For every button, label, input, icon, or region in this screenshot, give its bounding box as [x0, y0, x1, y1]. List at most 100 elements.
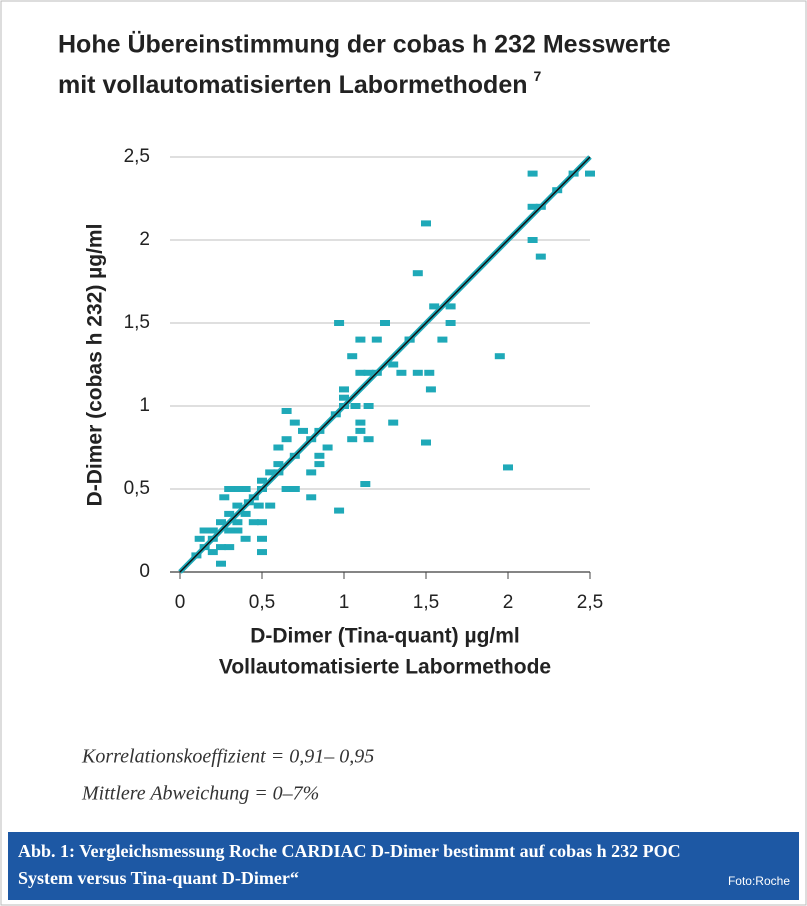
- point: [265, 502, 276, 509]
- point: [314, 452, 325, 459]
- chart-title: mit vollautomatisierten Labormethoden: [58, 71, 528, 99]
- point: [281, 407, 292, 414]
- point: [421, 439, 431, 446]
- point: [281, 436, 292, 443]
- x-axis-label: D-Dimer (Tina-quant) µg/ml: [250, 625, 520, 648]
- point: [334, 320, 345, 326]
- point: [339, 394, 349, 401]
- point: [257, 519, 267, 526]
- point: [314, 461, 325, 468]
- y-tick-label: 0,5: [124, 478, 150, 499]
- point: [535, 253, 546, 260]
- y-tick-label: 0: [139, 561, 150, 582]
- point: [380, 320, 390, 326]
- point: [355, 336, 366, 343]
- point: [437, 336, 448, 343]
- point: [298, 427, 308, 434]
- point: [445, 320, 456, 326]
- point: [306, 494, 317, 501]
- point: [273, 444, 284, 451]
- point: [253, 502, 264, 509]
- point: [232, 486, 243, 492]
- point: [224, 544, 235, 551]
- credit: Foto:Roche: [728, 874, 790, 888]
- point: [199, 527, 210, 534]
- y-tick-label: 1: [139, 395, 150, 416]
- point: [219, 494, 230, 501]
- point: [527, 237, 538, 243]
- y-tick-label: 2: [139, 229, 150, 250]
- y-tick-label: 1,5: [124, 312, 150, 333]
- point: [240, 486, 251, 492]
- point: [424, 369, 435, 376]
- point: [257, 477, 267, 484]
- point: [281, 486, 292, 492]
- point: [207, 527, 218, 534]
- caption-box: [8, 832, 799, 900]
- identity-line: [179, 156, 591, 573]
- point: [412, 270, 423, 277]
- x-tick-label: 1,5: [413, 592, 439, 613]
- point: [355, 369, 366, 376]
- point: [425, 386, 436, 393]
- x-tick-label: 0,5: [249, 592, 275, 613]
- point: [224, 486, 235, 492]
- point: [257, 549, 267, 556]
- point: [494, 353, 505, 360]
- point: [257, 535, 267, 542]
- point: [355, 419, 366, 426]
- point: [350, 403, 361, 409]
- chart-title: mit vollautomatisierten Labormethoden 7: [58, 68, 542, 99]
- point: [527, 203, 538, 210]
- point: [339, 386, 349, 393]
- point: [306, 469, 317, 476]
- footnote-mark: 7: [534, 68, 542, 84]
- y-tick-label: 2,5: [124, 146, 150, 167]
- point: [445, 303, 456, 310]
- point: [334, 507, 345, 514]
- point: [396, 369, 407, 376]
- x-tick-label: 2: [503, 592, 514, 613]
- point: [232, 502, 243, 509]
- point: [421, 220, 431, 227]
- point: [371, 336, 382, 343]
- point: [216, 544, 226, 551]
- point: [429, 303, 440, 310]
- point: [347, 353, 358, 360]
- point: [388, 419, 399, 426]
- point: [248, 519, 259, 526]
- point: [240, 535, 251, 542]
- x-tick-label: 0: [175, 592, 186, 613]
- x-tick-label: 2,5: [577, 592, 603, 613]
- point: [360, 481, 371, 488]
- x-axis-label: Vollautomatisierte Labormethode: [219, 656, 551, 679]
- point: [232, 527, 243, 534]
- point: [265, 469, 276, 476]
- note: Mittlere Abweichung = 0–7%: [81, 783, 319, 805]
- caption: System versus Tina-quant D-Dimer“: [18, 868, 299, 888]
- point: [216, 560, 226, 567]
- point: [527, 170, 538, 177]
- point: [388, 361, 399, 368]
- point: [240, 510, 251, 517]
- point: [289, 486, 300, 492]
- point: [224, 527, 235, 534]
- note: Korrelationskoeffizient = 0,91– 0,95: [81, 746, 374, 768]
- point: [412, 369, 423, 376]
- point: [363, 403, 374, 409]
- point: [322, 444, 333, 451]
- point: [347, 436, 358, 443]
- point: [289, 419, 300, 426]
- point: [216, 519, 226, 526]
- chart-title: Hohe Übereinstimmung der cobas h 232 Mes…: [58, 30, 671, 59]
- point: [503, 464, 513, 471]
- caption: Abb. 1: Vergleichsmessung Roche CARDIAC …: [18, 841, 681, 861]
- x-tick-label: 1: [339, 592, 350, 613]
- point: [363, 436, 374, 443]
- point: [355, 427, 366, 434]
- point: [224, 510, 235, 517]
- point: [273, 461, 284, 468]
